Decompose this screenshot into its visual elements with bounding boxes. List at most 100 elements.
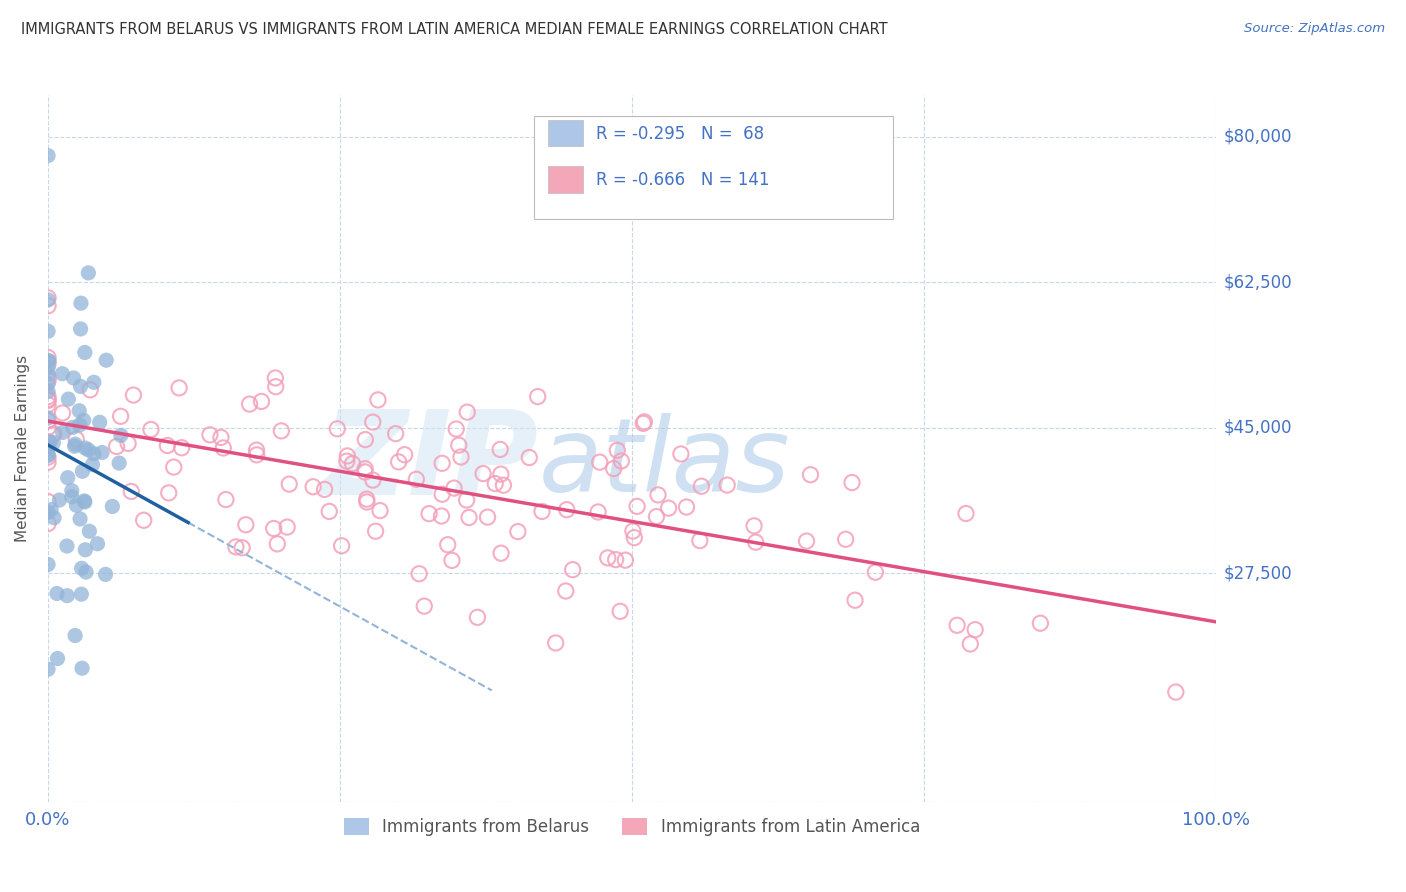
Point — [67, 403, 90, 417]
Point — [37, 448, 59, 462]
Point — [408, 566, 430, 581]
Point — [37, 299, 59, 313]
Point — [354, 465, 377, 479]
Point — [73, 495, 96, 509]
Point — [314, 483, 336, 497]
Point — [73, 345, 96, 359]
Point — [526, 390, 548, 404]
Point — [606, 443, 628, 458]
Point — [596, 550, 619, 565]
Point — [489, 546, 512, 560]
Point — [716, 478, 738, 492]
Point — [1164, 685, 1187, 699]
Point — [430, 456, 453, 470]
Point — [45, 586, 67, 600]
Point — [73, 494, 96, 508]
Point — [37, 360, 59, 375]
Point — [626, 500, 648, 514]
Point — [690, 479, 713, 493]
Point — [37, 393, 59, 408]
Point — [477, 510, 499, 524]
Point — [91, 445, 114, 459]
Point — [602, 461, 624, 475]
Point — [63, 628, 86, 642]
Point — [139, 423, 162, 437]
Point — [356, 492, 378, 507]
Point — [37, 390, 59, 404]
Point — [492, 478, 515, 492]
Point — [302, 480, 325, 494]
Point — [266, 537, 288, 551]
Point — [37, 505, 59, 519]
Point — [105, 440, 128, 454]
Point — [65, 432, 87, 446]
Text: R = -0.666   N = 141: R = -0.666 N = 141 — [596, 171, 769, 189]
Point — [110, 428, 132, 442]
Point — [62, 371, 84, 385]
Point — [37, 441, 59, 455]
Point — [72, 413, 94, 427]
Point — [264, 380, 287, 394]
Point — [37, 398, 59, 412]
Point — [101, 500, 124, 514]
Text: ZIP: ZIP — [322, 405, 538, 520]
Point — [450, 450, 472, 464]
Point — [37, 291, 59, 305]
Point — [170, 441, 193, 455]
Point — [447, 438, 470, 452]
Point — [342, 457, 364, 471]
Point — [361, 473, 384, 487]
Point — [108, 456, 131, 470]
Point — [443, 481, 465, 495]
Point — [430, 487, 453, 501]
Point — [530, 504, 553, 518]
Point — [270, 424, 292, 438]
Point — [245, 443, 267, 458]
Point — [60, 483, 83, 498]
Point — [609, 604, 631, 618]
Point — [75, 441, 97, 455]
Point — [955, 507, 977, 521]
Point — [413, 599, 436, 614]
Point — [96, 353, 118, 368]
Point — [278, 477, 301, 491]
Point — [120, 484, 142, 499]
Point — [336, 454, 359, 468]
Point — [79, 383, 101, 397]
Text: $27,500: $27,500 — [1225, 564, 1292, 582]
Point — [37, 368, 59, 382]
Point — [544, 636, 567, 650]
Point — [37, 384, 59, 399]
Point — [621, 524, 644, 538]
Point — [75, 542, 97, 557]
Point — [231, 541, 253, 555]
Point — [37, 148, 59, 162]
Point — [86, 537, 108, 551]
Point — [264, 371, 287, 385]
Point — [51, 367, 73, 381]
Point — [235, 517, 257, 532]
Point — [610, 454, 633, 468]
Point — [555, 502, 578, 516]
Point — [42, 435, 65, 450]
Point — [489, 467, 512, 482]
Point — [94, 567, 117, 582]
Point — [647, 488, 669, 502]
Point — [946, 618, 969, 632]
Point — [658, 501, 681, 516]
Point — [65, 499, 87, 513]
Point — [69, 322, 91, 336]
Point — [52, 425, 75, 440]
Point — [318, 504, 340, 518]
Point — [212, 441, 235, 455]
Point — [605, 552, 627, 566]
Point — [436, 538, 458, 552]
Point — [75, 565, 97, 579]
Point — [215, 492, 238, 507]
Point — [418, 507, 440, 521]
Point — [83, 376, 105, 390]
Point — [38, 354, 60, 368]
Point — [405, 472, 427, 486]
Point — [589, 455, 612, 469]
Point — [37, 392, 59, 407]
